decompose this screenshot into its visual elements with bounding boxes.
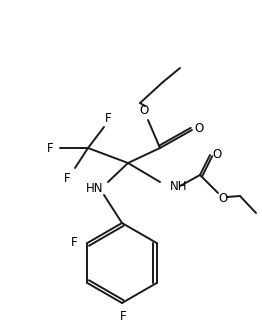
Text: O: O — [212, 147, 222, 161]
Text: F: F — [120, 310, 126, 322]
Text: O: O — [139, 105, 149, 117]
Text: O: O — [194, 122, 204, 136]
Text: O: O — [218, 191, 228, 205]
Text: F: F — [105, 113, 111, 125]
Text: NH: NH — [170, 181, 188, 193]
Text: F: F — [47, 141, 53, 155]
Text: F: F — [71, 237, 78, 249]
Text: HN: HN — [86, 183, 104, 195]
Text: F: F — [64, 171, 70, 185]
